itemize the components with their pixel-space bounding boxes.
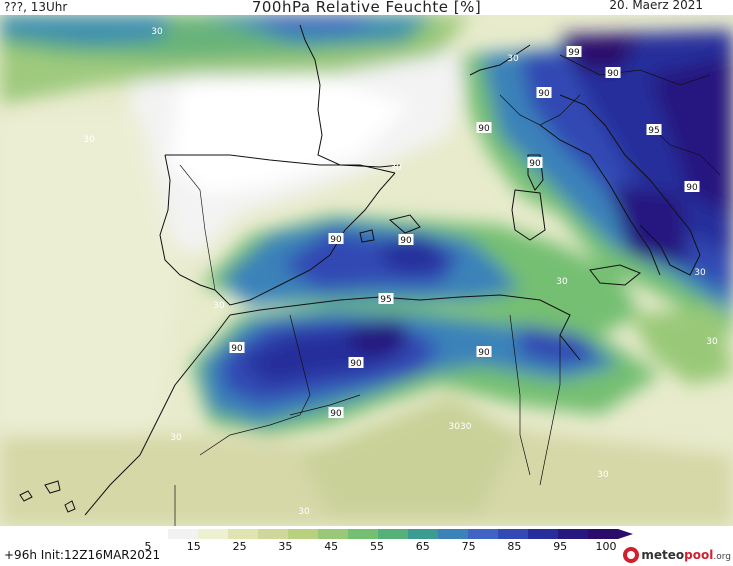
svg-text:90: 90 xyxy=(231,344,243,354)
colorbar-segment xyxy=(138,529,169,539)
map-title: 700hPa Relative Feuchte [%] xyxy=(251,0,482,16)
model-run-label: +96h Init:12Z16MAR2021 xyxy=(4,548,161,562)
svg-text:30: 30 xyxy=(556,277,568,287)
logo-prefix: meteo xyxy=(641,548,685,562)
contour-label: 90 xyxy=(229,342,245,354)
svg-text:90: 90 xyxy=(330,235,342,245)
valid-day-label: ???, 13Uhr xyxy=(4,0,68,14)
svg-text:30: 30 xyxy=(390,163,402,173)
contour-label: 99 xyxy=(566,46,582,58)
contour-label: 90 xyxy=(476,122,492,134)
map-header: ???, 13Uhr 700hPa Relative Feuchte [%] 2… xyxy=(0,0,733,18)
colorbar-segment xyxy=(528,529,559,539)
colorbar-segments xyxy=(138,529,633,539)
logo-highlight: pool xyxy=(684,548,714,562)
svg-text:90: 90 xyxy=(478,348,490,358)
contour-label: 30 xyxy=(597,470,609,480)
humidity-map: 3030303030303030303030303030999090909095… xyxy=(0,15,733,526)
humidity-field-layers xyxy=(0,15,733,526)
contour-label: 90 xyxy=(605,67,621,79)
colorbar-arrow xyxy=(618,529,633,539)
svg-text:99: 99 xyxy=(568,48,580,58)
colorbar-tick-label: 5 xyxy=(144,540,152,553)
meteopool-logo[interactable]: meteopool.org xyxy=(623,545,731,565)
colorbar-segment xyxy=(318,529,349,539)
coastlines xyxy=(19,24,721,526)
svg-text:95: 95 xyxy=(380,295,391,305)
svg-text:30: 30 xyxy=(151,27,163,37)
contour-label: 30 xyxy=(706,337,718,347)
colorbar-tick-label: 55 xyxy=(370,540,384,553)
colorbar-tick-label: 65 xyxy=(415,540,430,553)
logo-tld: .org xyxy=(713,552,731,562)
contour-labels: 3030303030303030303030303030999090909095… xyxy=(83,27,718,517)
colorbar-tick-label: 75 xyxy=(461,540,476,553)
contour-label: 30 xyxy=(298,507,310,517)
contour-label: 90 xyxy=(476,346,492,358)
colorbar-tick-label: 15 xyxy=(186,540,201,553)
colorbar-segment xyxy=(348,529,379,539)
colorbar-tick-label: 85 xyxy=(507,540,522,553)
svg-text:30: 30 xyxy=(298,507,310,517)
colorbar-segment xyxy=(438,529,469,539)
colorbar-segment xyxy=(168,529,199,539)
colorbar-tick-label: 35 xyxy=(278,540,293,553)
svg-text:95: 95 xyxy=(648,126,659,136)
logo-text: meteopool.org xyxy=(641,548,731,562)
meteopool-logo-icon xyxy=(623,547,640,563)
svg-text:90: 90 xyxy=(686,183,698,193)
svg-text:30: 30 xyxy=(261,96,273,106)
contour-label: 90 xyxy=(527,157,543,169)
colorbar-segment xyxy=(408,529,439,539)
svg-text:30: 30 xyxy=(694,268,706,278)
svg-text:90: 90 xyxy=(400,236,412,246)
contour-label: 30 xyxy=(694,268,706,278)
svg-text:30: 30 xyxy=(706,337,718,347)
contour-label: 3030 xyxy=(449,422,472,432)
colorbar-segment xyxy=(258,529,289,539)
colorbar-segment xyxy=(498,529,529,539)
contour-label: 30 xyxy=(83,135,95,145)
contour-label: 90 xyxy=(328,407,344,419)
contour-label: 30 xyxy=(507,54,519,64)
humidity-colorbar xyxy=(138,529,633,539)
colorbar-segment xyxy=(378,529,409,539)
contour-label: 30 xyxy=(556,277,568,287)
contour-label: 30 xyxy=(151,27,163,37)
svg-text:90: 90 xyxy=(607,69,619,79)
contour-label: 30 xyxy=(261,96,273,106)
svg-text:90: 90 xyxy=(330,409,342,419)
contour-label: 90 xyxy=(328,233,344,245)
svg-text:90: 90 xyxy=(538,89,550,99)
contour-label: 90 xyxy=(536,87,552,99)
contour-label: 30 xyxy=(390,163,402,173)
colorbar-segment xyxy=(468,529,499,539)
svg-text:30: 30 xyxy=(507,54,519,64)
contour-label: 90 xyxy=(398,234,414,246)
colorbar-tick-label: 95 xyxy=(553,540,568,553)
colorbar-segment xyxy=(588,529,619,539)
contour-label: 30 xyxy=(170,433,182,443)
svg-text:30: 30 xyxy=(170,433,182,443)
svg-text:30: 30 xyxy=(213,301,225,311)
colorbar-tick-label: 25 xyxy=(232,540,247,553)
colorbar-segment xyxy=(558,529,589,539)
svg-text:30: 30 xyxy=(83,135,95,145)
colorbar-segment xyxy=(198,529,229,539)
contour-label: 30 xyxy=(213,301,225,311)
contour-label: 95 xyxy=(378,293,394,305)
svg-text:90: 90 xyxy=(478,124,490,134)
contour-label: 90 xyxy=(348,357,364,369)
colorbar-tick-label: 100 xyxy=(595,540,617,553)
colorbar-tick-label: 45 xyxy=(324,540,339,553)
valid-date-label: 20. Maerz 2021 xyxy=(609,0,703,12)
svg-text:90: 90 xyxy=(350,359,362,369)
contour-label: 95 xyxy=(646,124,662,136)
colorbar-segment xyxy=(228,529,259,539)
colorbar-segment xyxy=(288,529,319,539)
svg-text:30: 30 xyxy=(597,470,609,480)
contour-label: 90 xyxy=(684,181,700,193)
svg-text:3030: 3030 xyxy=(449,422,472,432)
svg-text:90: 90 xyxy=(529,159,541,169)
